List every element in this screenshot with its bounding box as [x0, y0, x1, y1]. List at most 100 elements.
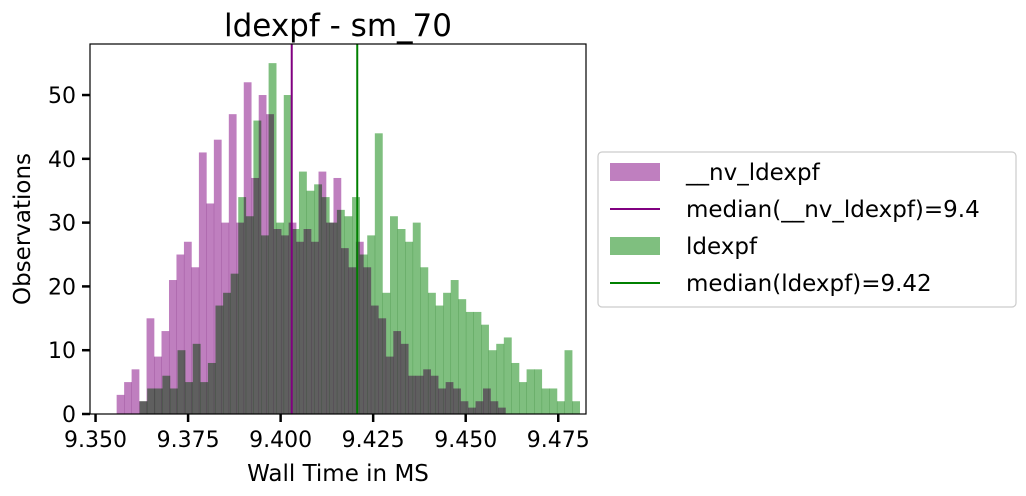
histogram-bar [427, 292, 436, 414]
histogram-bar [534, 369, 543, 414]
histogram-bar [556, 401, 565, 414]
histogram-bar [213, 139, 222, 414]
histogram-bar [169, 388, 178, 414]
histogram-bar [336, 209, 345, 414]
histogram-bar [382, 292, 391, 414]
histogram-bar [261, 235, 269, 414]
histogram-bar [283, 95, 292, 414]
histogram-bar [207, 362, 216, 414]
legend-swatch-nv-ldexpf [610, 163, 660, 181]
histogram-bar [450, 280, 459, 414]
histogram-bar [306, 190, 315, 414]
histogram-bar [329, 222, 338, 414]
histogram-bar [496, 343, 505, 414]
histogram-bar [488, 350, 497, 414]
y-tick-label: 20 [48, 275, 76, 300]
histogram-bar [435, 305, 444, 414]
histogram-bar [314, 184, 323, 414]
histogram-bar [215, 305, 224, 414]
histogram-bar [541, 388, 550, 414]
series-2-bars [139, 63, 581, 415]
histogram-bar [154, 388, 163, 414]
y-tick-label: 50 [48, 84, 76, 109]
histogram-bar [481, 324, 489, 414]
histogram-bar [206, 203, 215, 414]
plot-frame [89, 43, 587, 415]
histogram-bar [359, 254, 368, 414]
chart-title: ldexpf - sm_70 [224, 8, 452, 44]
histogram-bar [228, 114, 237, 415]
histogram-bar [458, 299, 467, 414]
histogram-bar [564, 350, 573, 414]
histogram-bar [412, 222, 421, 414]
legend-label-nv-ldexpf: __nv_ldexpf [685, 160, 821, 186]
histogram-bar [146, 318, 155, 414]
y-tick-label: 30 [48, 212, 76, 237]
histogram-bar [177, 350, 186, 414]
histogram-bar [154, 356, 162, 414]
histogram-bar [291, 229, 300, 414]
histogram-bar [230, 273, 239, 414]
histogram-bar [572, 401, 581, 414]
histogram-bar [405, 241, 414, 414]
x-tick-label: 9.475 [527, 428, 590, 453]
histogram-bar [397, 229, 406, 414]
histogram-bar [147, 388, 156, 414]
histogram-bar [183, 241, 192, 414]
histogram-bar [124, 382, 132, 414]
histogram-bar [131, 369, 140, 414]
histogram-bar [192, 343, 201, 414]
histogram-bar [162, 375, 171, 414]
x-axis-label: Wall Time in MS [247, 461, 429, 487]
histogram-bar [390, 216, 398, 414]
x-tick-label: 9.400 [249, 428, 312, 453]
histogram-bar [443, 292, 452, 414]
legend-label-ldexpf: ldexpf [686, 234, 758, 260]
histogram-bar [191, 267, 200, 414]
legend-swatch-ldexpf [610, 237, 660, 255]
histogram-bar [116, 394, 125, 414]
legend: __nv_ldexpf median(__nv_ldexpf)=9.4 ldex… [597, 151, 1017, 308]
legend-label-median-nv: median(__nv_ldexpf)=9.4 [686, 197, 980, 223]
histogram-bar [176, 254, 185, 414]
histogram-bar [321, 197, 330, 414]
x-tick-label: 9.425 [342, 428, 405, 453]
histogram-bar [352, 197, 360, 414]
x-tick-label: 9.450 [434, 428, 497, 453]
histogram-bar [253, 120, 262, 415]
histogram-bar [374, 133, 383, 414]
histogram-bar [549, 388, 558, 414]
histogram-bar [420, 267, 429, 414]
histogram-bar [139, 401, 148, 414]
histogram-bar [185, 382, 194, 414]
bars-layer [116, 63, 581, 415]
x-tick-label: 9.350 [64, 428, 127, 453]
legend-frame [597, 151, 1017, 308]
histogram-bar [465, 311, 474, 414]
histogram-bar [473, 311, 482, 414]
legend-label-median-ldexpf: median(ldexpf)=9.42 [686, 271, 932, 297]
histogram-bar [526, 369, 535, 414]
histogram-bar [161, 331, 170, 414]
histogram-bar [503, 337, 512, 414]
histogram-bar [276, 222, 285, 414]
histogram-bar [168, 280, 177, 414]
histogram-bar [238, 197, 247, 414]
y-tick-label: 10 [48, 339, 76, 364]
histogram-bar [519, 382, 527, 414]
y-axis-ticks: 0 10 20 30 40 50 [48, 84, 90, 428]
median-lines-layer [290, 44, 359, 414]
histogram-bar [223, 292, 231, 414]
histogram-bar [367, 235, 376, 414]
histogram-bar [344, 216, 353, 414]
histogram-bar [200, 382, 209, 414]
y-tick-label: 0 [62, 403, 76, 428]
x-axis-ticks: 9.350 9.375 9.400 9.425 9.450 9.475 [64, 414, 590, 453]
histogram-bar [511, 362, 520, 414]
x-tick-label: 9.375 [157, 428, 220, 453]
histogram-bar [268, 63, 277, 414]
histogram-bar [245, 216, 254, 414]
histogram-bar [198, 152, 207, 414]
y-axis-label: Observations [10, 153, 36, 305]
